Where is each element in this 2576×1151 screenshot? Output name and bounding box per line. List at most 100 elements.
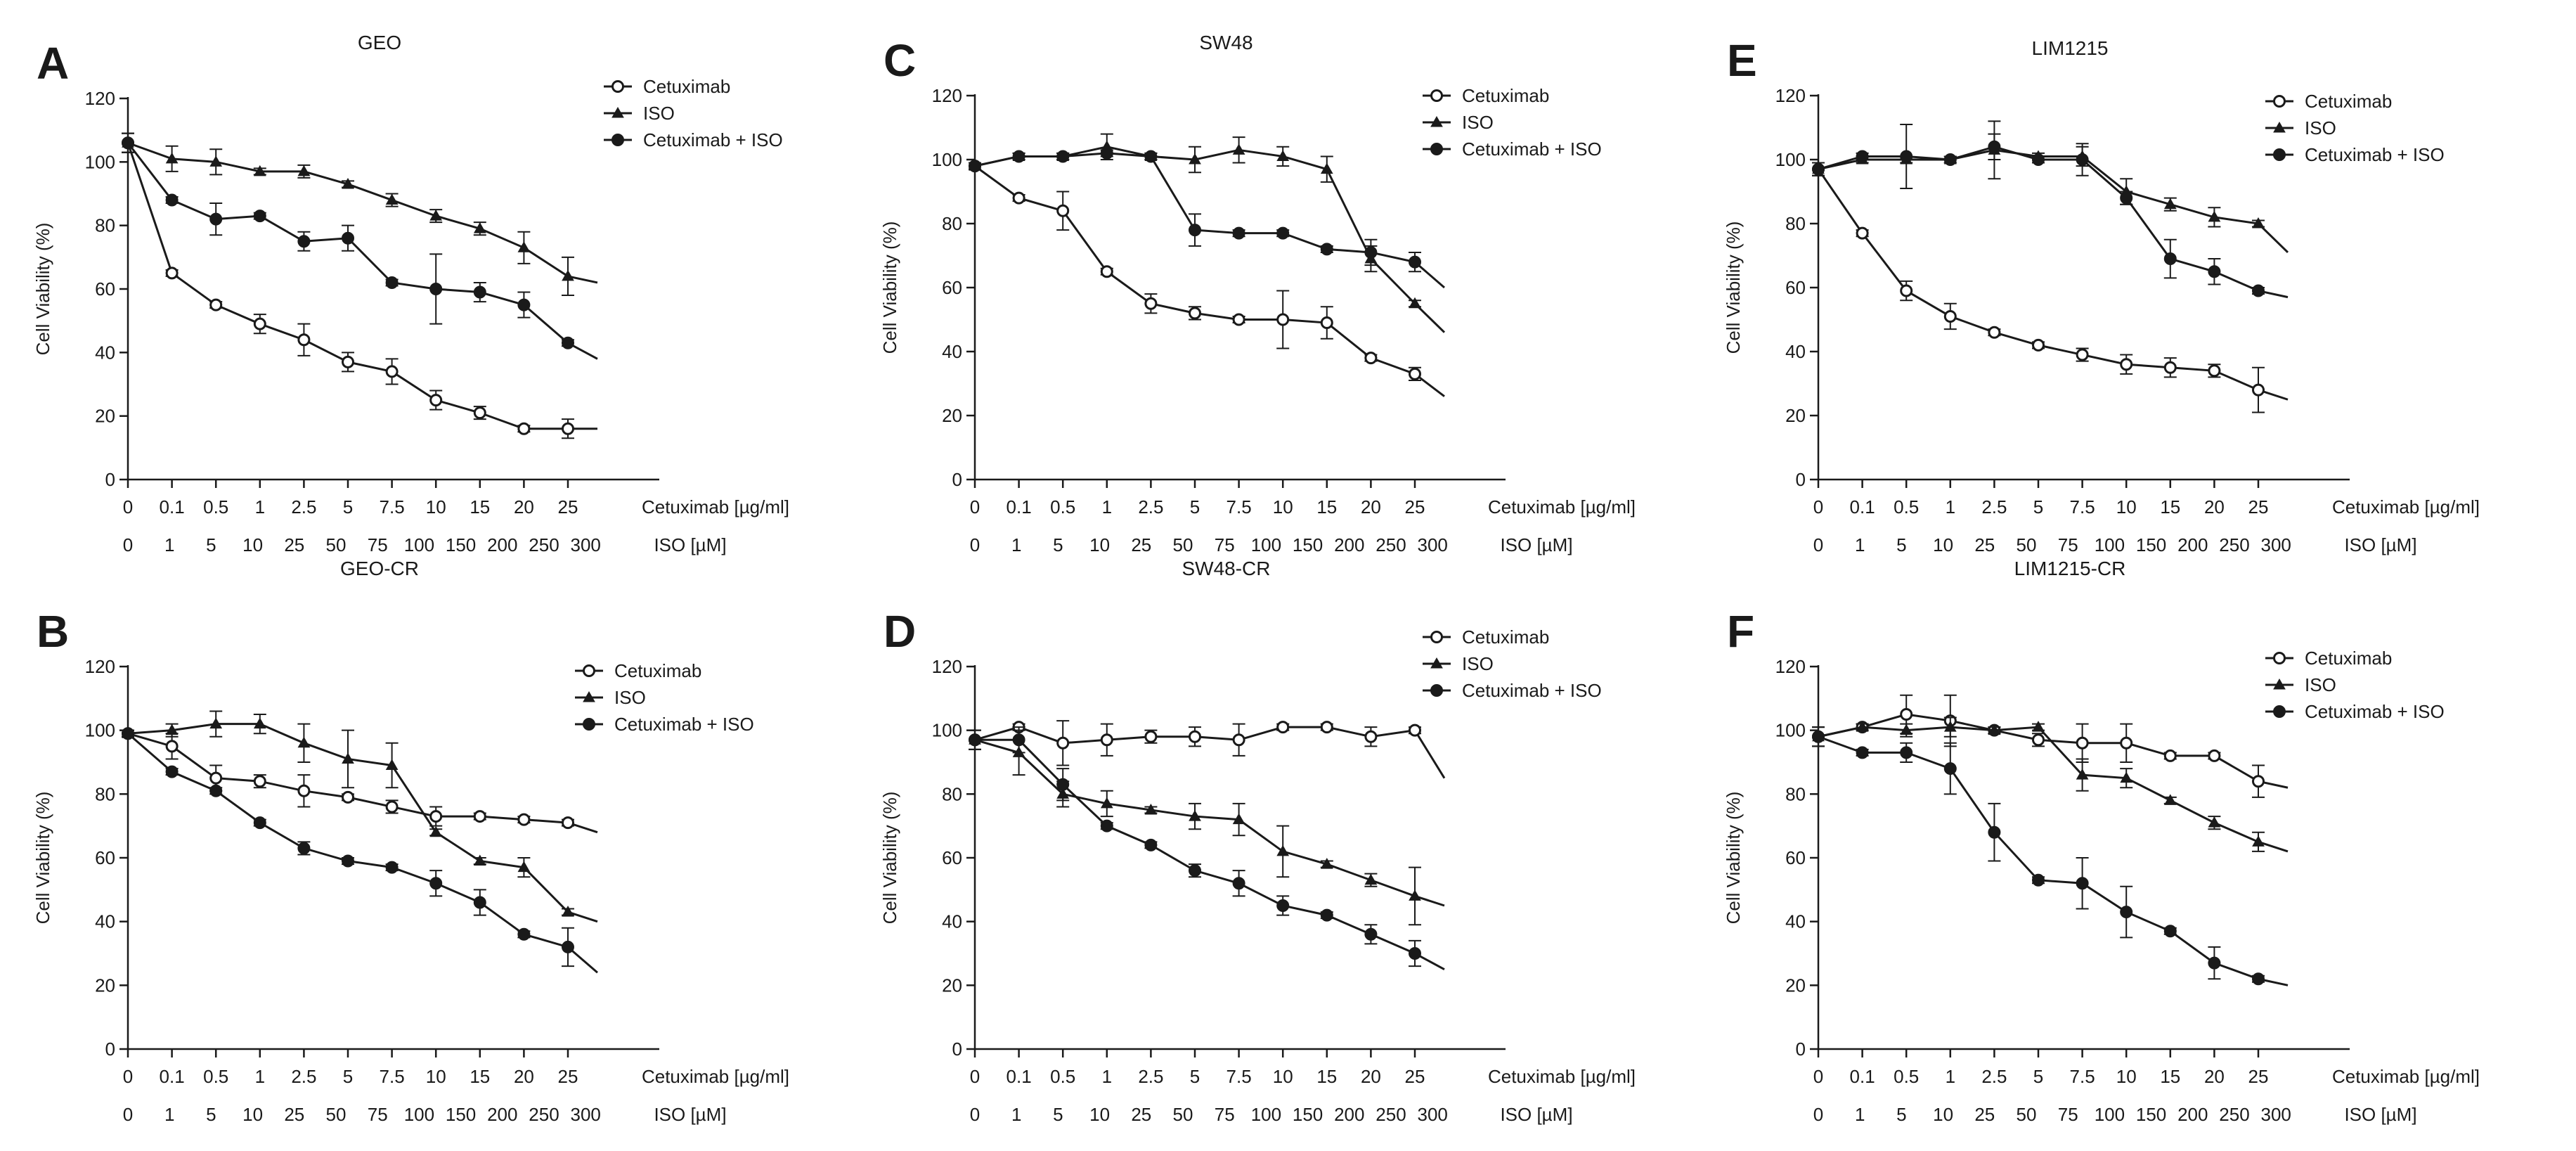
y-axis-title: Cell Viability (%) — [879, 221, 900, 354]
series-line — [1818, 726, 2289, 853]
iso-tick-label: 25 — [1131, 1104, 1151, 1125]
y-tick-label: 100 — [932, 149, 962, 170]
data-point — [969, 733, 981, 747]
x-tick-label: 0.5 — [203, 496, 228, 517]
data-point — [1320, 721, 1333, 734]
data-point — [165, 152, 179, 164]
iso-tick-label: 150 — [446, 1104, 476, 1125]
data-point — [1943, 762, 1957, 776]
iso-tick-label: 200 — [487, 534, 517, 555]
data-point — [342, 177, 354, 189]
data-point — [1320, 162, 1333, 174]
y-tick-label: 20 — [95, 975, 115, 996]
data-point — [1189, 730, 1201, 743]
y-axis-title: Cell Viability (%) — [879, 792, 900, 925]
data-point — [1232, 313, 1245, 326]
x-tick-label: 0.5 — [1894, 1066, 1919, 1087]
y-tick-label: 100 — [85, 151, 115, 172]
y-tick-label: 40 — [1785, 341, 1806, 362]
x-axis-title-iso: ISO [µM] — [2344, 534, 2416, 555]
legend-marker — [611, 80, 624, 93]
series-open-circle — [1812, 694, 2289, 798]
x-tick-label: 1 — [1102, 496, 1112, 517]
data-point — [1012, 191, 1025, 205]
data-point — [1320, 316, 1333, 330]
x-axis-title-cetuximab: Cetuximab [µg/ml] — [2332, 1066, 2480, 1087]
legend-marker — [583, 690, 595, 702]
data-point — [2163, 361, 2177, 374]
data-point — [1100, 146, 1113, 160]
y-tick-label: 0 — [1796, 1039, 1806, 1060]
iso-tick-label: 100 — [1251, 534, 1281, 555]
x-tick-label: 0 — [970, 496, 980, 517]
legend-entry: Cetuximab — [2265, 91, 2392, 112]
iso-tick-label: 250 — [529, 1104, 559, 1125]
x-tick-label: 0.1 — [160, 1066, 185, 1087]
x-tick-label: 15 — [2160, 1066, 2180, 1087]
data-point — [253, 717, 266, 729]
legend-entry: Cetuximab — [604, 76, 730, 97]
y-tick-label: 100 — [932, 720, 962, 741]
panel-title: SW48 — [1199, 32, 1253, 53]
legend-marker — [2273, 121, 2286, 133]
legend-marker — [2273, 95, 2286, 108]
data-point — [1189, 224, 1201, 237]
y-tick-label: 80 — [95, 215, 115, 236]
y-tick-label: 60 — [95, 847, 115, 868]
series-open-circle — [122, 132, 597, 439]
series-line — [127, 142, 597, 430]
x-tick-label: 20 — [2204, 1066, 2225, 1087]
legend-marker — [611, 134, 624, 146]
series-line — [1818, 713, 2289, 789]
x-tick-label: 25 — [1405, 1066, 1425, 1087]
data-point — [385, 276, 399, 289]
iso-tick-label: 0 — [123, 534, 133, 555]
series-filled-circle — [1812, 726, 2289, 986]
legend-label: ISO — [2305, 674, 2336, 695]
iso-tick-label: 50 — [326, 1104, 347, 1125]
data-point — [1364, 730, 1378, 743]
x-tick-label: 15 — [470, 496, 490, 517]
data-point — [2076, 153, 2089, 166]
data-point — [562, 269, 574, 281]
data-point — [2032, 153, 2045, 166]
data-point — [1012, 733, 1025, 747]
legend-label: Cetuximab + ISO — [1462, 680, 1602, 701]
legend-label: Cetuximab — [2305, 91, 2392, 112]
y-tick-label: 60 — [1785, 277, 1806, 298]
iso-tick-label: 10 — [1933, 534, 1953, 555]
data-point — [1189, 864, 1201, 877]
legend-entry: ISO — [604, 103, 675, 124]
x-tick-label: 2.5 — [291, 1066, 316, 1087]
series-line — [1818, 146, 2289, 299]
data-point — [2252, 217, 2265, 229]
iso-tick-label: 300 — [571, 1104, 601, 1125]
x-tick-label: 1 — [1102, 1066, 1112, 1087]
x-axis-title-cetuximab: Cetuximab [µg/ml] — [1488, 496, 1636, 517]
data-point — [165, 724, 179, 735]
iso-tick-label: 25 — [284, 1104, 304, 1125]
legend-entry: Cetuximab — [2265, 648, 2392, 669]
data-point — [1988, 140, 2001, 153]
data-point — [1189, 153, 1201, 165]
iso-tick-label: 5 — [206, 1104, 216, 1125]
data-point — [1900, 284, 1913, 297]
data-point — [297, 736, 311, 748]
legend-entry: ISO — [2265, 674, 2336, 695]
data-point — [1056, 204, 1070, 217]
x-tick-label: 1 — [1946, 1066, 1955, 1087]
series-open-circle — [969, 160, 1445, 397]
x-tick-label: 20 — [514, 1066, 534, 1087]
y-tick-label: 20 — [1785, 405, 1806, 426]
data-point — [562, 816, 574, 830]
data-point — [2252, 383, 2265, 397]
x-tick-label: 5 — [343, 496, 353, 517]
iso-tick-label: 50 — [2017, 1104, 2037, 1125]
legend-marker — [1430, 657, 1443, 669]
data-point — [209, 784, 223, 797]
iso-tick-label: 25 — [1974, 534, 1995, 555]
series-line — [974, 165, 1445, 397]
data-point — [1012, 150, 1025, 163]
